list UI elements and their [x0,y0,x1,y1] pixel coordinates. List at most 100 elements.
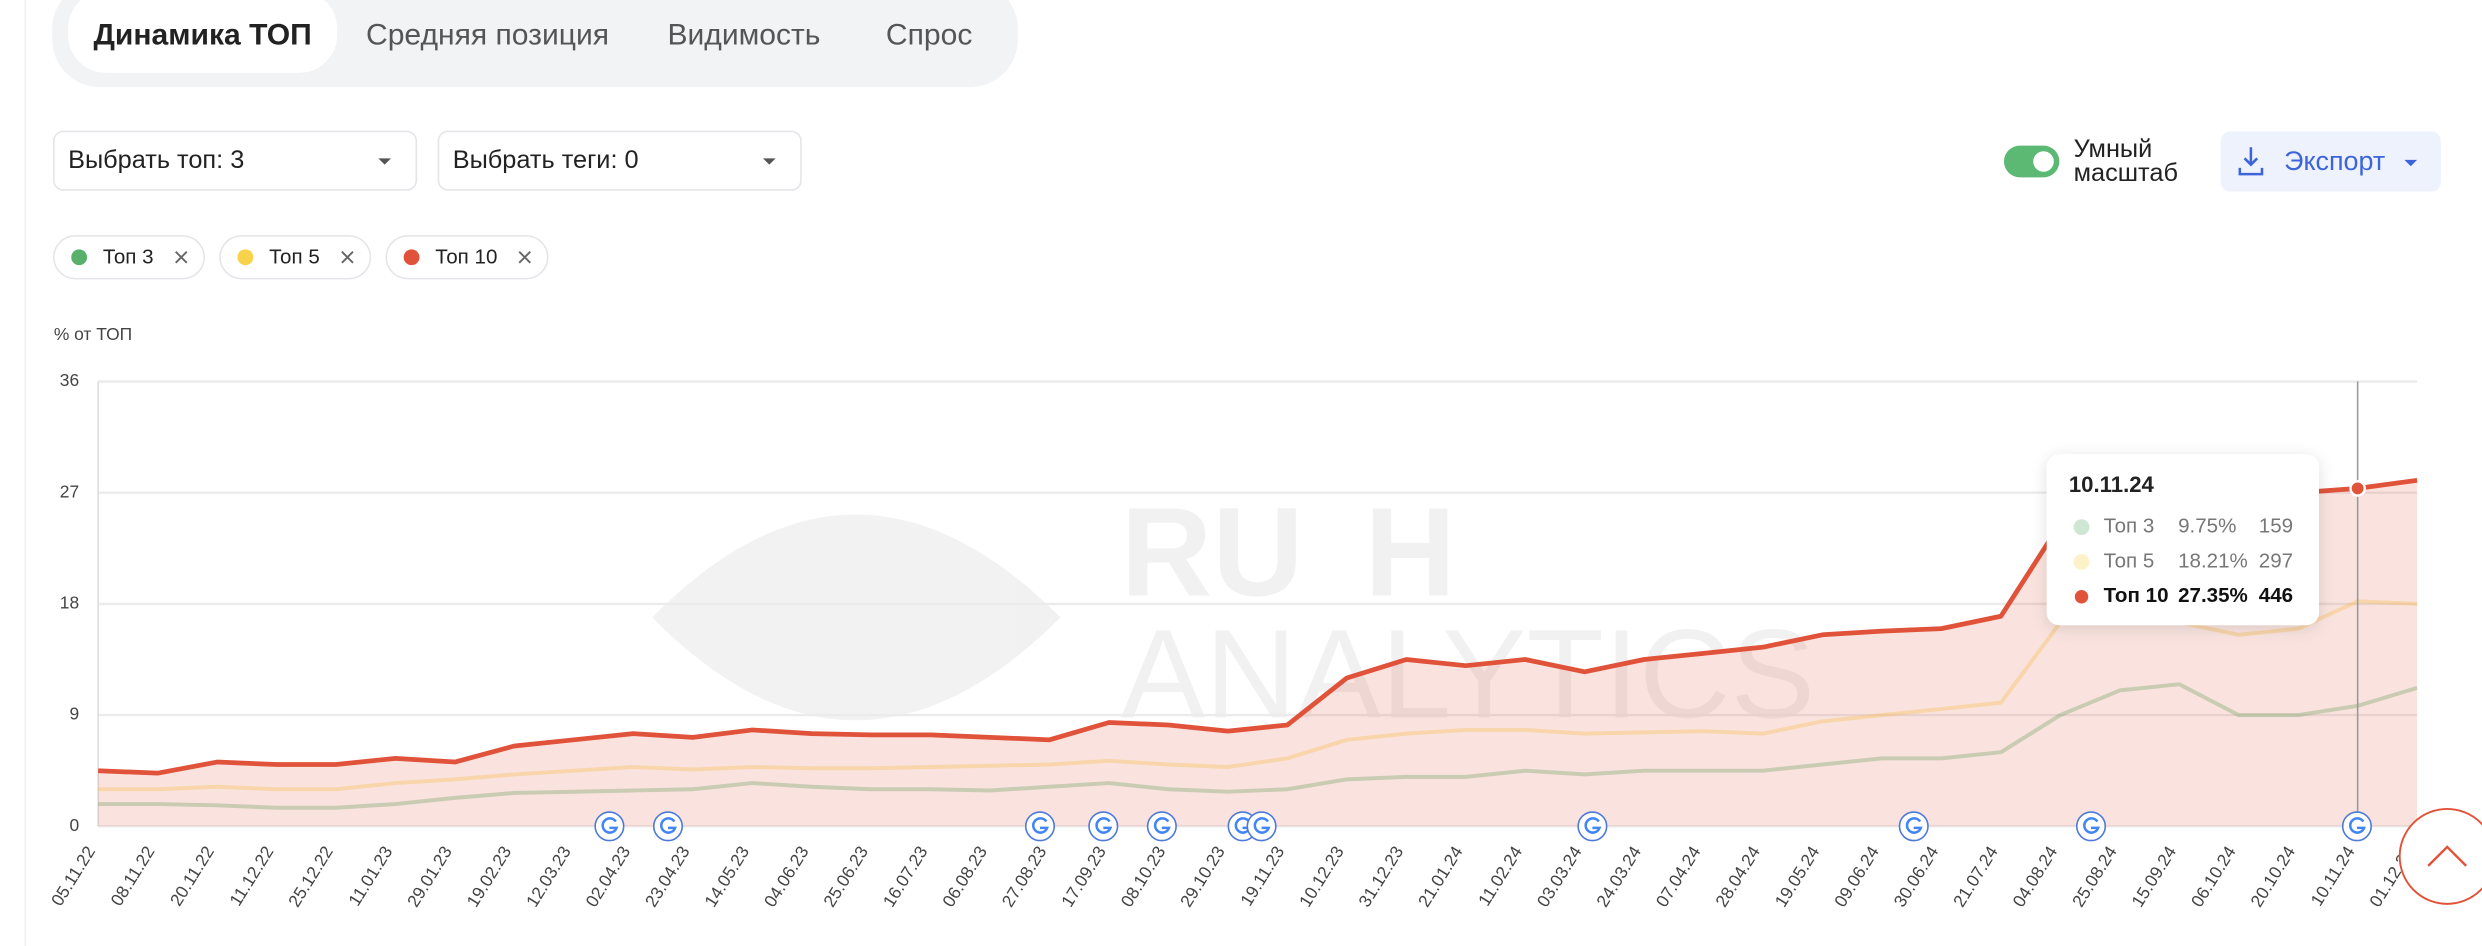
select[interactable] [53,130,418,191]
x-tick-label: 19.02.23 [462,842,515,910]
tab[interactable]: Видимость [667,18,820,51]
update-marker [594,811,625,842]
update-marker [2075,811,2107,842]
x-tick-label: 08.10.23 [1117,842,1170,910]
tooltip-name: Топ 3 [2104,515,2155,538]
update-marker [2341,811,2372,842]
update-marker-icon [2349,817,2366,834]
tab[interactable]: Динамика ТОП [94,18,312,51]
x-tick-label: 20.11.22 [166,842,218,909]
legend-remove[interactable] [518,251,531,264]
x-tick-label: 20.10.24 [2246,842,2299,910]
tooltip-dot [2073,519,2090,536]
y-tick-label: 18 [60,593,79,613]
legend-remove[interactable] [341,251,354,264]
tooltip-count: 297 [2259,549,2293,572]
legend-chip [385,235,549,280]
y-axis-label: % от ТОП [54,324,132,344]
x-tick-label: 04.06.23 [760,842,813,910]
x-tick-label: 17.09.23 [1057,842,1110,910]
line [98,599,2418,792]
select-label[interactable]: Выбрать теги: 0 [453,146,639,174]
y-tick-label: 36 [60,370,79,390]
legend-remove[interactable] [175,251,188,264]
watermark-text: RU [1121,480,1304,622]
tooltip-box [2046,454,2319,626]
tooltip-percent: 18.21% [2178,549,2248,572]
x-tick-label: 14.05.23 [700,842,753,910]
watermark-eye [652,514,1061,721]
update-markers [594,811,2372,842]
export-label[interactable]: Экспорт [2284,146,2385,176]
watermark-text: ANALYTICS [1121,602,1815,744]
toggle-label[interactable]: Умный [2074,135,2153,163]
watermark-text: H [1364,480,1455,622]
x-tick-label: 16.07.23 [879,842,932,910]
update-marker [1246,811,1277,842]
tooltip-dot [2073,554,2090,570]
update-marker [1024,811,1056,842]
caret [2404,159,2418,167]
update-marker [1088,811,1119,842]
tooltip-name: Топ 5 [2104,549,2155,572]
x-tick-label: 24.03.24 [1592,842,1645,910]
tooltip-dot [2072,587,2091,606]
x-tick-label: 07.04.24 [1652,842,1705,910]
toggle-knob [2033,151,2054,172]
select[interactable] [437,130,802,191]
line [98,682,2418,810]
x-tick-label: 03.03.24 [1533,842,1586,910]
update-marker-icon [1032,817,1049,834]
arrow-up [2427,845,2468,867]
tooltip-title: 10.11.24 [2069,472,2155,497]
legend-dot [237,249,254,266]
x-tick-label: 02.04.23 [581,842,634,910]
tooltip-name: Топ 10 [2104,584,2169,607]
legend-dot [71,249,88,266]
x-tick-label: 10.12.23 [1295,842,1348,910]
x-tick-label: 19.11.23 [1236,842,1288,909]
x-tick-label: 15.09.24 [2127,842,2180,910]
select-label[interactable]: Выбрать топ: 3 [68,146,244,174]
update-marker [1577,811,1608,842]
watermark: RU H ANALYTICS [652,480,1815,744]
x-tick-label: 31.12.23 [1354,842,1407,910]
y-tick-label: 0 [69,815,79,835]
x-tick-label: 29.01.23 [403,842,456,910]
legend-label: Топ 10 [435,245,497,268]
y-tick-label: 27 [60,481,79,501]
tooltip-percent: 9.75% [2178,515,2236,538]
x-tick-label: 25.08.24 [2068,842,2121,910]
update-marker [1146,811,1177,842]
x-tick-label: 21.07.24 [1949,842,2002,910]
x-tick-label: 09.06.24 [1830,842,1883,910]
scroll-top-button[interactable] [2398,807,2482,905]
x-tick-label: 08.11.22 [106,842,158,909]
x-tick-label: 06.08.23 [938,842,991,910]
hover-point [2349,480,2366,497]
update-marker [652,811,684,842]
caret [762,158,776,165]
tab[interactable]: Спрос [886,18,972,51]
download-icon [2238,147,2264,176]
tooltip: 10.11.24 Топ 3 9.75% 159 Топ 5 18.21% 297 Топ 1… [2046,454,2319,626]
toggle-label[interactable]: масштаб [2074,159,2178,187]
x-tick-label: 21.01.24 [1414,842,1467,910]
line [98,477,2418,776]
x-tick-label: 30.06.24 [1890,842,1943,910]
update-marker-icon [1584,817,1602,834]
x-tick-label: 11.01.23 [344,842,396,909]
export-button[interactable] [2220,131,2441,192]
x-tick-label: 23.04.23 [641,842,694,910]
update-marker-icon [1253,817,1271,834]
x-tick-label: 25.06.23 [819,842,872,910]
update-marker-icon [601,817,619,834]
legend-label: Топ 5 [269,245,320,268]
legend-chip [219,235,372,280]
x-tick-label: 27.08.23 [998,842,1051,910]
tab[interactable]: Средняя позиция [366,18,609,51]
x-tick-label: 29.10.23 [1176,842,1229,910]
x-tick-label: 12.03.23 [522,842,575,910]
y-tick-label: 9 [69,704,79,724]
active-tab[interactable] [68,0,338,73]
